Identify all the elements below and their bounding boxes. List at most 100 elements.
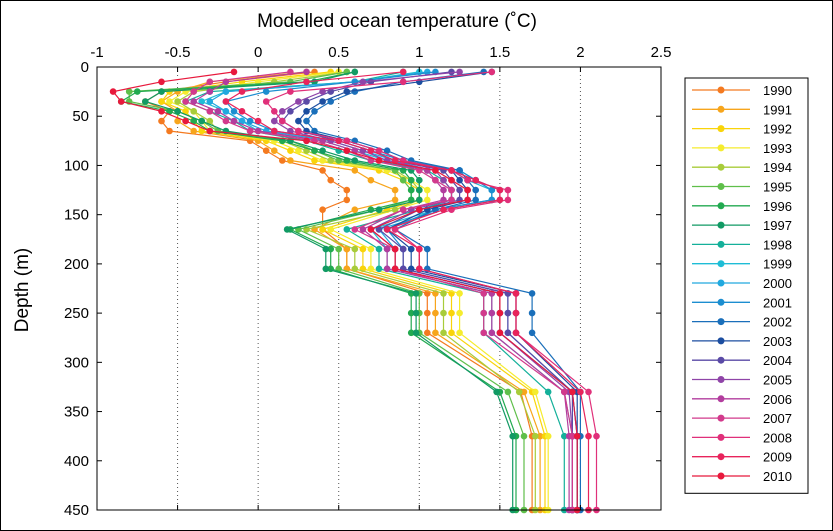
data-point [448,167,455,174]
legend-swatch-marker [717,298,725,306]
y-tick-label: 350 [64,404,89,421]
data-point [287,157,294,164]
legend: 1990 1991 1992 1993 1994 1995 1996 1997 1998 1999… [684,77,809,494]
data-point [367,226,375,233]
data-point [391,206,399,213]
data-point [222,88,230,95]
legend-label: 2004 [763,353,792,368]
data-point [488,186,496,194]
data-point [399,176,407,184]
legend-swatch-marker [717,414,725,422]
plot-area-border [96,66,662,511]
data-point [416,196,423,204]
data-point [573,432,581,440]
data-point [496,186,504,194]
data-point [246,117,254,125]
data-point [283,226,291,233]
legend-item: 1999 [692,257,792,272]
legend-label: 2005 [763,373,792,388]
data-point [295,147,302,154]
data-point [287,88,294,95]
data-point [311,108,318,115]
data-point [174,98,181,105]
legend-label: 2007 [763,411,792,426]
data-point [488,68,496,76]
data-point [351,206,359,213]
data-point [343,186,351,194]
legend-swatch-marker [717,240,725,248]
data-point [440,176,447,184]
legend-swatch-marker [717,395,725,403]
data-point [359,226,367,233]
data-point [536,432,544,440]
data-point [319,226,326,233]
data-point [480,290,488,297]
data-point [496,329,504,337]
data-point [279,117,286,125]
data-point [456,290,463,297]
data-point [432,309,439,317]
data-point [391,265,399,273]
legend-swatch-marker [717,105,725,113]
data-point [416,245,423,253]
legend-swatch-marker [717,163,725,171]
data-point [367,147,375,154]
data-point [515,388,523,396]
y-tick-label: 250 [64,305,89,322]
data-point [262,88,270,95]
data-point [190,117,197,125]
data-point [440,206,447,213]
legend-item: 2009 [692,450,792,465]
legend-item: 1993 [692,141,792,156]
data-point [544,388,552,396]
legend-swatch-marker [717,453,725,461]
legend-item: 1997 [692,218,792,233]
data-point [327,98,335,105]
data-point [367,245,375,253]
data-point [166,127,173,135]
data-point [504,329,512,337]
data-point [271,127,278,135]
legend-label: 1993 [763,141,792,156]
data-point [206,117,214,125]
legend-swatch-marker [717,318,725,326]
data-point [375,226,383,233]
data-point [416,206,423,213]
data-point [182,98,189,105]
legend-item: 2008 [692,430,792,445]
legend-item: 1992 [692,122,792,137]
data-point [214,108,222,115]
data-point [322,265,330,273]
data-point [520,388,528,396]
data-point [206,78,214,86]
x-tick-label: 0 [254,44,262,61]
data-point [448,309,455,317]
legend-item: 2000 [692,276,792,291]
data-point [585,388,592,396]
data-point [480,309,488,317]
data-point [254,117,262,125]
legend-swatch-marker [717,472,725,480]
data-point [391,186,399,194]
data-point [327,245,335,253]
data-point [206,108,214,115]
data-point [512,329,520,337]
data-point [142,98,149,105]
y-tick-label: 0 [81,59,89,76]
y-tick-label: 150 [64,207,89,224]
data-point [448,329,455,337]
data-point [303,137,310,145]
data-point [424,245,431,253]
data-point [343,196,351,204]
data-point [351,157,359,164]
data-point [407,245,415,253]
x-tick-label: 2.5 [651,44,672,61]
legend-item: 1995 [692,180,792,195]
data-point [424,309,431,317]
data-point [375,147,383,154]
legend-item: 2010 [692,469,792,484]
data-point [279,108,286,115]
data-point [303,68,310,76]
x-tick-label: -0.5 [165,44,191,61]
data-point [480,68,488,76]
